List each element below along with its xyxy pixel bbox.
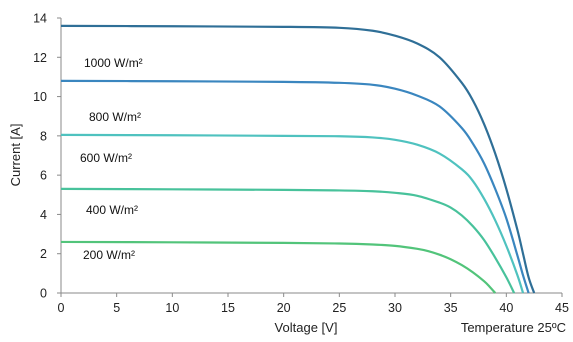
x-tick-label: 45 <box>555 301 569 315</box>
x-tick-label: 30 <box>388 301 402 315</box>
y-tick-label: 10 <box>33 90 47 104</box>
y-tick-label: 12 <box>33 51 47 65</box>
x-tick-label: 40 <box>499 301 513 315</box>
x-axis-title: Voltage [V] <box>275 320 338 335</box>
x-tick-label: 5 <box>113 301 120 315</box>
x-tick-label: 10 <box>165 301 179 315</box>
x-tick-label: 0 <box>58 301 65 315</box>
series-label-0: 1000 W/m² <box>84 56 143 70</box>
x-tick-label: 15 <box>221 301 235 315</box>
x-tick-label: 20 <box>277 301 291 315</box>
y-tick-label: 2 <box>40 247 47 261</box>
y-axis-title: Current [A] <box>8 124 23 187</box>
y-tick-label: 4 <box>40 208 47 222</box>
y-tick-label: 0 <box>40 287 47 301</box>
series-line-0 <box>60 24 536 294</box>
series-label-3: 400 W/m² <box>86 203 138 217</box>
series-label-1: 800 W/m² <box>89 110 141 124</box>
y-tick-label: 8 <box>40 129 47 143</box>
series-label-2: 600 W/m² <box>80 151 132 165</box>
series-label-4: 200 W/m² <box>83 248 135 262</box>
x-tick-label: 25 <box>332 301 346 315</box>
series-line-4 <box>60 240 497 294</box>
series-line-3 <box>60 187 516 294</box>
series-line-1 <box>60 79 530 294</box>
y-tick-label: 6 <box>40 169 47 183</box>
x-tick-label: 35 <box>444 301 458 315</box>
y-tick-label: 14 <box>33 12 47 26</box>
series-line-2 <box>60 133 525 294</box>
temperature-annotation: Temperature 25ºC <box>461 320 566 335</box>
